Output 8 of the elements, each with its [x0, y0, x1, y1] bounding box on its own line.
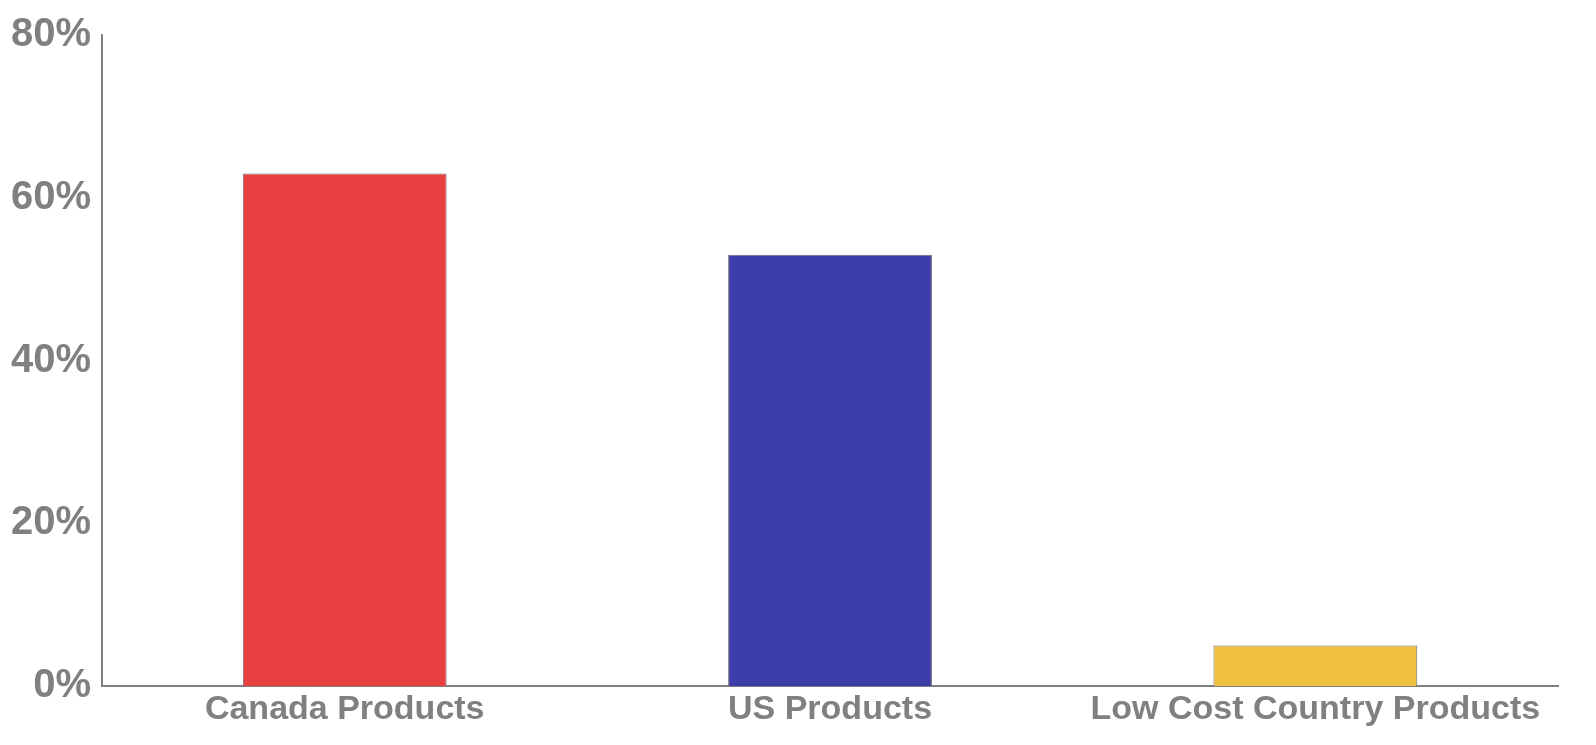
x-tick-label: US Products	[728, 687, 933, 726]
x-tick-label: Canada Products	[204, 687, 485, 726]
y-tick-label: 80%	[11, 10, 92, 55]
x-tick-label: Low Cost Country Products	[1090, 687, 1541, 726]
y-tick-label: 60%	[11, 172, 92, 217]
y-tick-label: 40%	[11, 335, 92, 380]
y-tick-label: 20%	[11, 498, 92, 543]
y-tick-label: 0%	[33, 661, 92, 706]
